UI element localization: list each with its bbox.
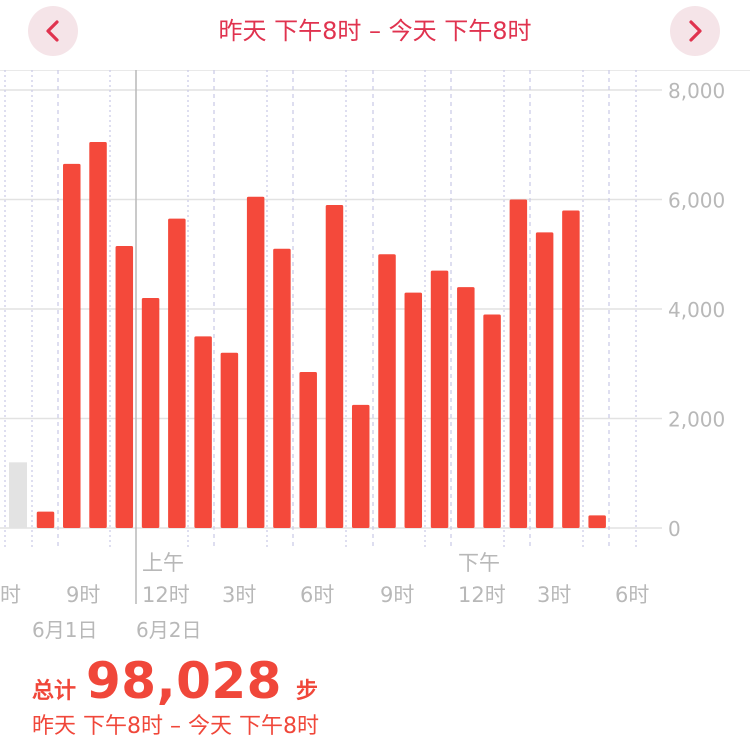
- chart-bar: [430, 270, 449, 528]
- day-label: 6月1日: [32, 618, 97, 642]
- next-period-button[interactable]: [670, 6, 720, 56]
- chart-bar: [194, 336, 212, 528]
- chart-bar: [483, 314, 501, 528]
- chart-bar-faded: [9, 462, 27, 528]
- chart-bar: [509, 199, 528, 528]
- steps-summary: 总计 98,028 步 昨天 下午8时 – 今天 下午8时: [32, 652, 319, 740]
- chart-bar: [562, 210, 580, 528]
- x-tick-label: 12时: [458, 583, 506, 607]
- chart-bar: [115, 246, 134, 528]
- chart-bar: [63, 163, 81, 528]
- chart-bar: [457, 287, 475, 528]
- steps-bar-chart: 0 2,000 4,000 6,000 8,000 时 9时 上午 12时 3时 6时 9时 下午 12时…: [0, 70, 750, 642]
- chevron-right-icon: [689, 20, 702, 42]
- chart-bar: [351, 404, 370, 528]
- total-steps-value: 98,028: [86, 652, 282, 710]
- chart-bar: [89, 142, 107, 528]
- x-tick-label: 9时: [66, 583, 100, 607]
- x-tick-label: 时: [0, 583, 21, 607]
- y-tick-label: 0: [668, 517, 681, 541]
- chart-bar: [588, 515, 606, 528]
- x-tick-label: 9时: [380, 583, 414, 607]
- x-tick-label: 3时: [537, 583, 571, 607]
- total-row: 总计 98,028 步: [32, 652, 319, 710]
- x-tick-label: 3时: [222, 583, 256, 607]
- y-tick-label: 6,000: [668, 189, 725, 213]
- y-tick-label: 8,000: [668, 79, 725, 103]
- x-tick-label: 6时: [300, 583, 334, 607]
- steps-unit: 步: [295, 679, 318, 704]
- chart-bar: [299, 371, 317, 528]
- chart-bar: [141, 298, 160, 528]
- chart-bar: [246, 196, 265, 528]
- y-tick-label: 4,000: [668, 298, 725, 322]
- previous-period-button[interactable]: [28, 6, 78, 56]
- total-label: 总计: [32, 679, 77, 704]
- chart-bar: [535, 232, 554, 528]
- chart-bar: [325, 204, 344, 528]
- chart-bar: [378, 254, 396, 528]
- x-tick-label: 下午: [458, 551, 500, 575]
- chevron-left-icon: [46, 20, 59, 42]
- day-label: 6月2日: [136, 618, 201, 642]
- chart-bar: [273, 248, 291, 528]
- chart-bar: [36, 511, 55, 528]
- chart-bar: [220, 352, 239, 528]
- chart-bar: [404, 292, 423, 528]
- x-tick-label: 上午: [142, 551, 184, 575]
- chart-bar: [168, 218, 186, 528]
- y-tick-label: 2,000: [668, 408, 725, 432]
- summary-date-range: 昨天 下午8时 – 今天 下午8时: [32, 714, 319, 739]
- x-tick-label: 6时: [615, 583, 649, 607]
- x-tick-label: 12时: [142, 583, 190, 607]
- date-range-title: 昨天 下午8时 – 今天 下午8时: [218, 17, 532, 45]
